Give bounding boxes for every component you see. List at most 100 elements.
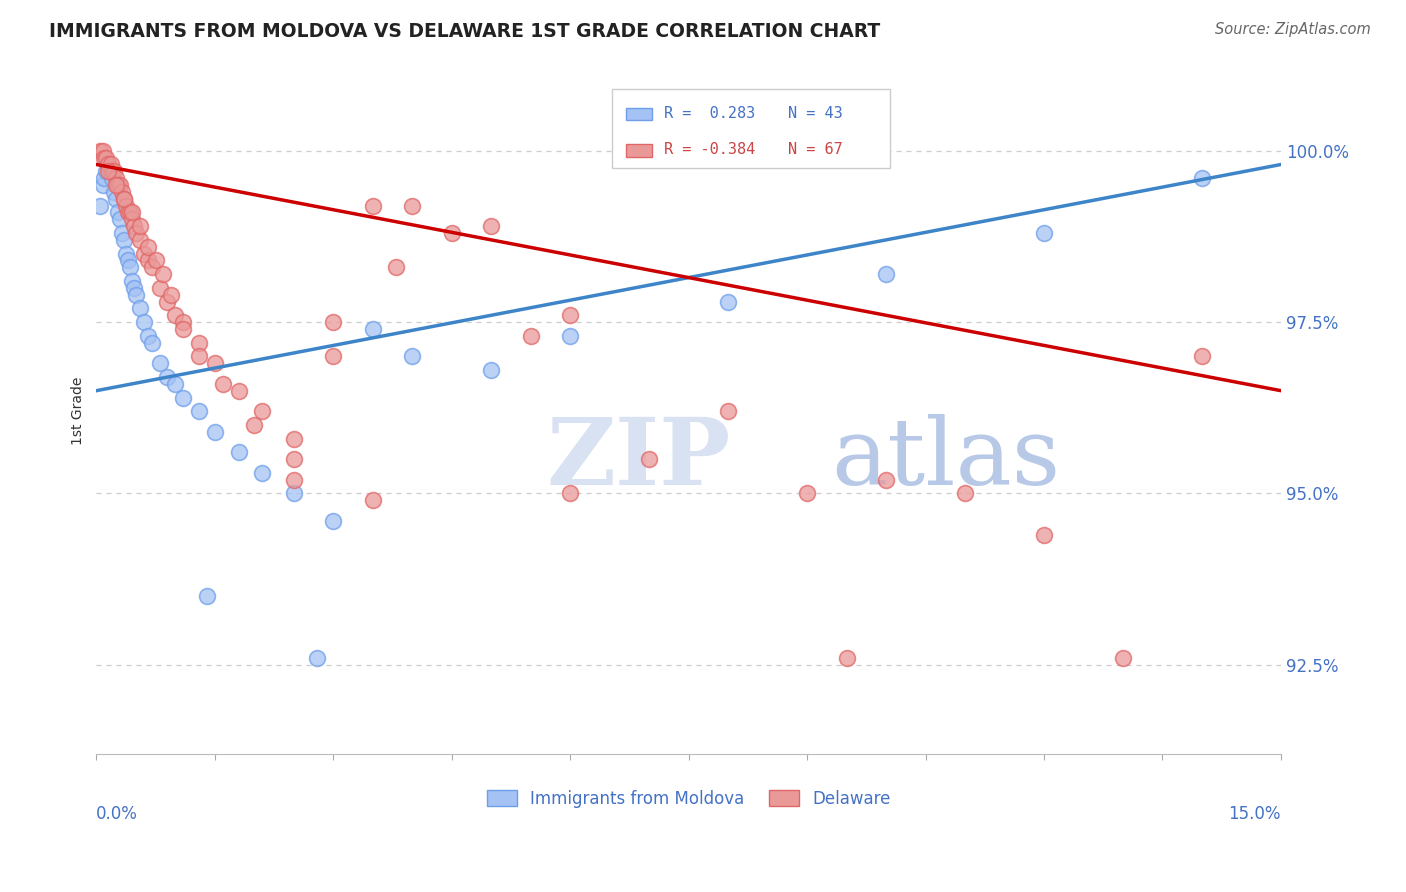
Point xyxy=(560,329,582,343)
Point xyxy=(107,178,129,192)
Point xyxy=(1191,171,1213,186)
Point xyxy=(125,287,148,301)
Point xyxy=(835,651,858,665)
Point xyxy=(1033,226,1056,240)
Point xyxy=(228,445,250,459)
Point xyxy=(172,391,194,405)
Point xyxy=(97,157,120,171)
Text: R = -0.384: R = -0.384 xyxy=(664,143,755,157)
Point xyxy=(91,144,114,158)
Point xyxy=(188,404,211,418)
Point xyxy=(89,144,111,158)
Point xyxy=(97,157,120,171)
Point xyxy=(385,260,408,275)
Point xyxy=(160,287,183,301)
Point xyxy=(136,240,159,254)
Point xyxy=(100,157,122,171)
Point xyxy=(440,226,463,240)
Point xyxy=(111,226,134,240)
Point xyxy=(479,219,502,234)
Point xyxy=(118,205,141,219)
Point xyxy=(115,199,138,213)
Point xyxy=(107,205,129,219)
Point xyxy=(188,335,211,350)
Point xyxy=(875,473,897,487)
Point xyxy=(361,199,384,213)
Point xyxy=(875,267,897,281)
Point xyxy=(103,185,125,199)
Point xyxy=(148,281,170,295)
Point xyxy=(204,425,226,439)
Point xyxy=(519,329,541,343)
Point xyxy=(122,219,145,234)
Point xyxy=(479,363,502,377)
Point xyxy=(112,233,135,247)
Point xyxy=(165,308,187,322)
Point xyxy=(1191,350,1213,364)
FancyBboxPatch shape xyxy=(626,108,652,120)
Point xyxy=(211,376,233,391)
Point xyxy=(1033,527,1056,541)
Text: ZIP: ZIP xyxy=(547,414,731,504)
Point xyxy=(115,246,138,260)
Point xyxy=(283,432,305,446)
Point xyxy=(361,322,384,336)
Point xyxy=(307,651,329,665)
Point xyxy=(401,350,423,364)
Point xyxy=(121,212,143,227)
Point xyxy=(243,417,266,432)
Point xyxy=(112,192,135,206)
Point xyxy=(796,486,818,500)
Text: atlas: atlas xyxy=(831,414,1060,504)
Point xyxy=(132,315,155,329)
Point xyxy=(145,253,167,268)
Point xyxy=(953,486,976,500)
Point xyxy=(322,315,344,329)
Point xyxy=(121,274,143,288)
Point xyxy=(108,178,131,192)
Text: IMMIGRANTS FROM MOLDOVA VS DELAWARE 1ST GRADE CORRELATION CHART: IMMIGRANTS FROM MOLDOVA VS DELAWARE 1ST … xyxy=(49,22,880,41)
Point xyxy=(638,452,661,467)
Point xyxy=(156,294,179,309)
Point xyxy=(172,322,194,336)
Point xyxy=(172,315,194,329)
FancyBboxPatch shape xyxy=(626,144,652,157)
Point xyxy=(94,151,117,165)
Point xyxy=(361,493,384,508)
Point xyxy=(322,350,344,364)
Point xyxy=(195,590,218,604)
Text: R =  0.283: R = 0.283 xyxy=(664,106,755,121)
Point xyxy=(188,350,211,364)
Point xyxy=(283,473,305,487)
Point xyxy=(250,466,273,480)
Point xyxy=(91,178,114,192)
Point xyxy=(108,212,131,227)
Text: N = 67: N = 67 xyxy=(789,143,844,157)
Point xyxy=(100,164,122,178)
Point xyxy=(101,164,124,178)
Point xyxy=(204,356,226,370)
Point xyxy=(283,452,305,467)
Text: N = 43: N = 43 xyxy=(789,106,844,121)
Point xyxy=(121,205,143,219)
Text: 0.0%: 0.0% xyxy=(97,805,138,823)
Point xyxy=(118,260,141,275)
Point xyxy=(156,370,179,384)
Point xyxy=(283,486,305,500)
Point xyxy=(141,260,163,275)
Point xyxy=(93,151,115,165)
Point xyxy=(101,171,124,186)
Point xyxy=(112,192,135,206)
Point xyxy=(148,356,170,370)
Point xyxy=(152,267,174,281)
Point xyxy=(125,226,148,240)
Point xyxy=(97,164,120,178)
Point xyxy=(128,233,150,247)
Point xyxy=(560,308,582,322)
Point xyxy=(560,486,582,500)
Point xyxy=(93,171,115,186)
Point xyxy=(132,246,155,260)
Point xyxy=(717,404,740,418)
Point xyxy=(136,253,159,268)
Point xyxy=(105,192,128,206)
